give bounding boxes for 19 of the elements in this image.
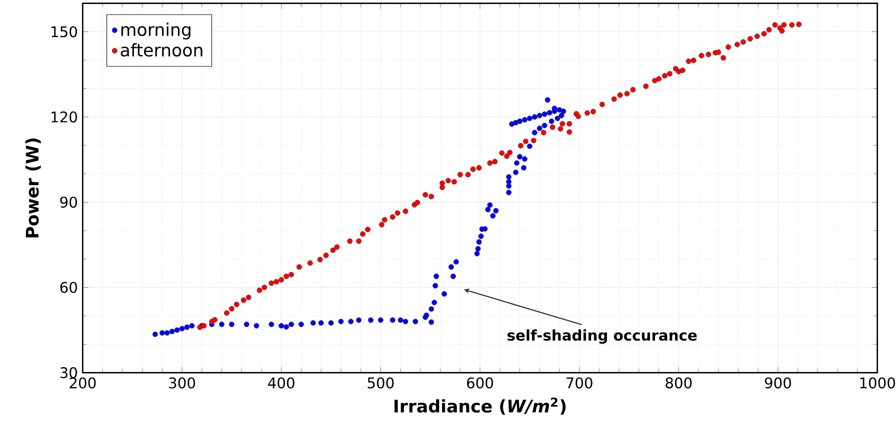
y-tick-label: 120 xyxy=(52,111,77,123)
annotation: self-shading occurance xyxy=(508,329,697,344)
legend-label: afternoon xyxy=(120,43,202,57)
x-tick-label: 900 xyxy=(764,377,791,388)
x-tick-label: 500 xyxy=(368,377,394,388)
y-tick-label: 30 xyxy=(60,367,77,378)
y-axis-title: Power (W) xyxy=(25,138,41,238)
x-tick-label: 800 xyxy=(666,377,692,388)
x-tick-label: 1000 xyxy=(860,377,895,388)
y-tick-label: 90 xyxy=(60,196,77,208)
x-axis-title: Irradiance (W/m$^{2}$) xyxy=(394,398,566,415)
x-tick-label: 400 xyxy=(268,377,294,388)
legend-label: morning xyxy=(121,22,190,40)
x-tick-label: 600 xyxy=(467,377,494,388)
x-tick-label: 200 xyxy=(70,377,96,388)
x-tick-label: 700 xyxy=(566,377,592,388)
y-tick-label: 150 xyxy=(52,26,77,38)
x-tick-label: 300 xyxy=(169,377,196,388)
y-tick-label: 60 xyxy=(60,282,77,293)
